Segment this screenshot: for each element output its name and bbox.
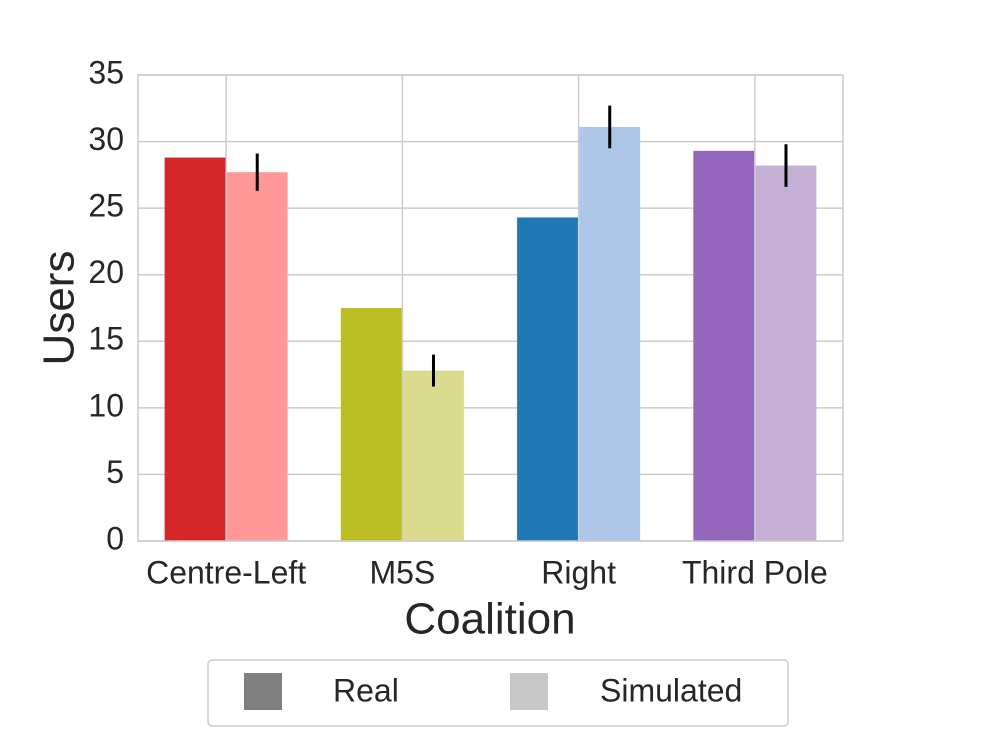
y-tick-label: 35 [88,54,124,90]
x-tick-label: Third Pole [682,554,828,590]
legend-swatch-real [244,673,282,710]
y-tick-label: 0 [106,520,124,556]
x-tick-label: M5S [369,554,435,590]
x-tick-labels: Centre-Left M5S Right Third Pole [146,554,828,590]
bars-layer [164,126,817,542]
y-tick-label: 30 [88,121,124,157]
error-bars-layer [255,105,788,387]
y-tick-label: 10 [88,387,124,423]
legend: Real Simulated [207,659,789,727]
x-tick-label: Centre-Left [146,554,306,590]
legend-label-simulated: Simulated [600,672,742,708]
bar-simulated-right [579,126,641,541]
bar-real-right [517,217,578,541]
plot-frame [137,74,844,542]
legend-label-real: Real [333,672,399,708]
x-tick-label: Right [541,554,616,590]
y-tick-label: 5 [106,454,124,490]
legend-frame [207,659,789,727]
y-tick-label: 20 [88,254,124,290]
bar-simulated-third-pole [755,165,817,541]
legend-swatch-simulated [510,673,548,710]
bar-real-third-pole [693,150,755,542]
bar-simulated-m5s [403,370,464,541]
y-tick-label: 15 [88,321,124,357]
y-tick-labels: 0 5 10 15 20 25 30 35 [88,54,124,556]
y-tick-label: 25 [88,188,124,224]
bar-real-m5s [340,308,402,541]
bar-real-centre-left [164,157,226,541]
x-axis-label: Coalition [404,595,575,644]
y-axis-label: Users [35,251,84,366]
bar-simulated-centre-left [226,172,288,542]
